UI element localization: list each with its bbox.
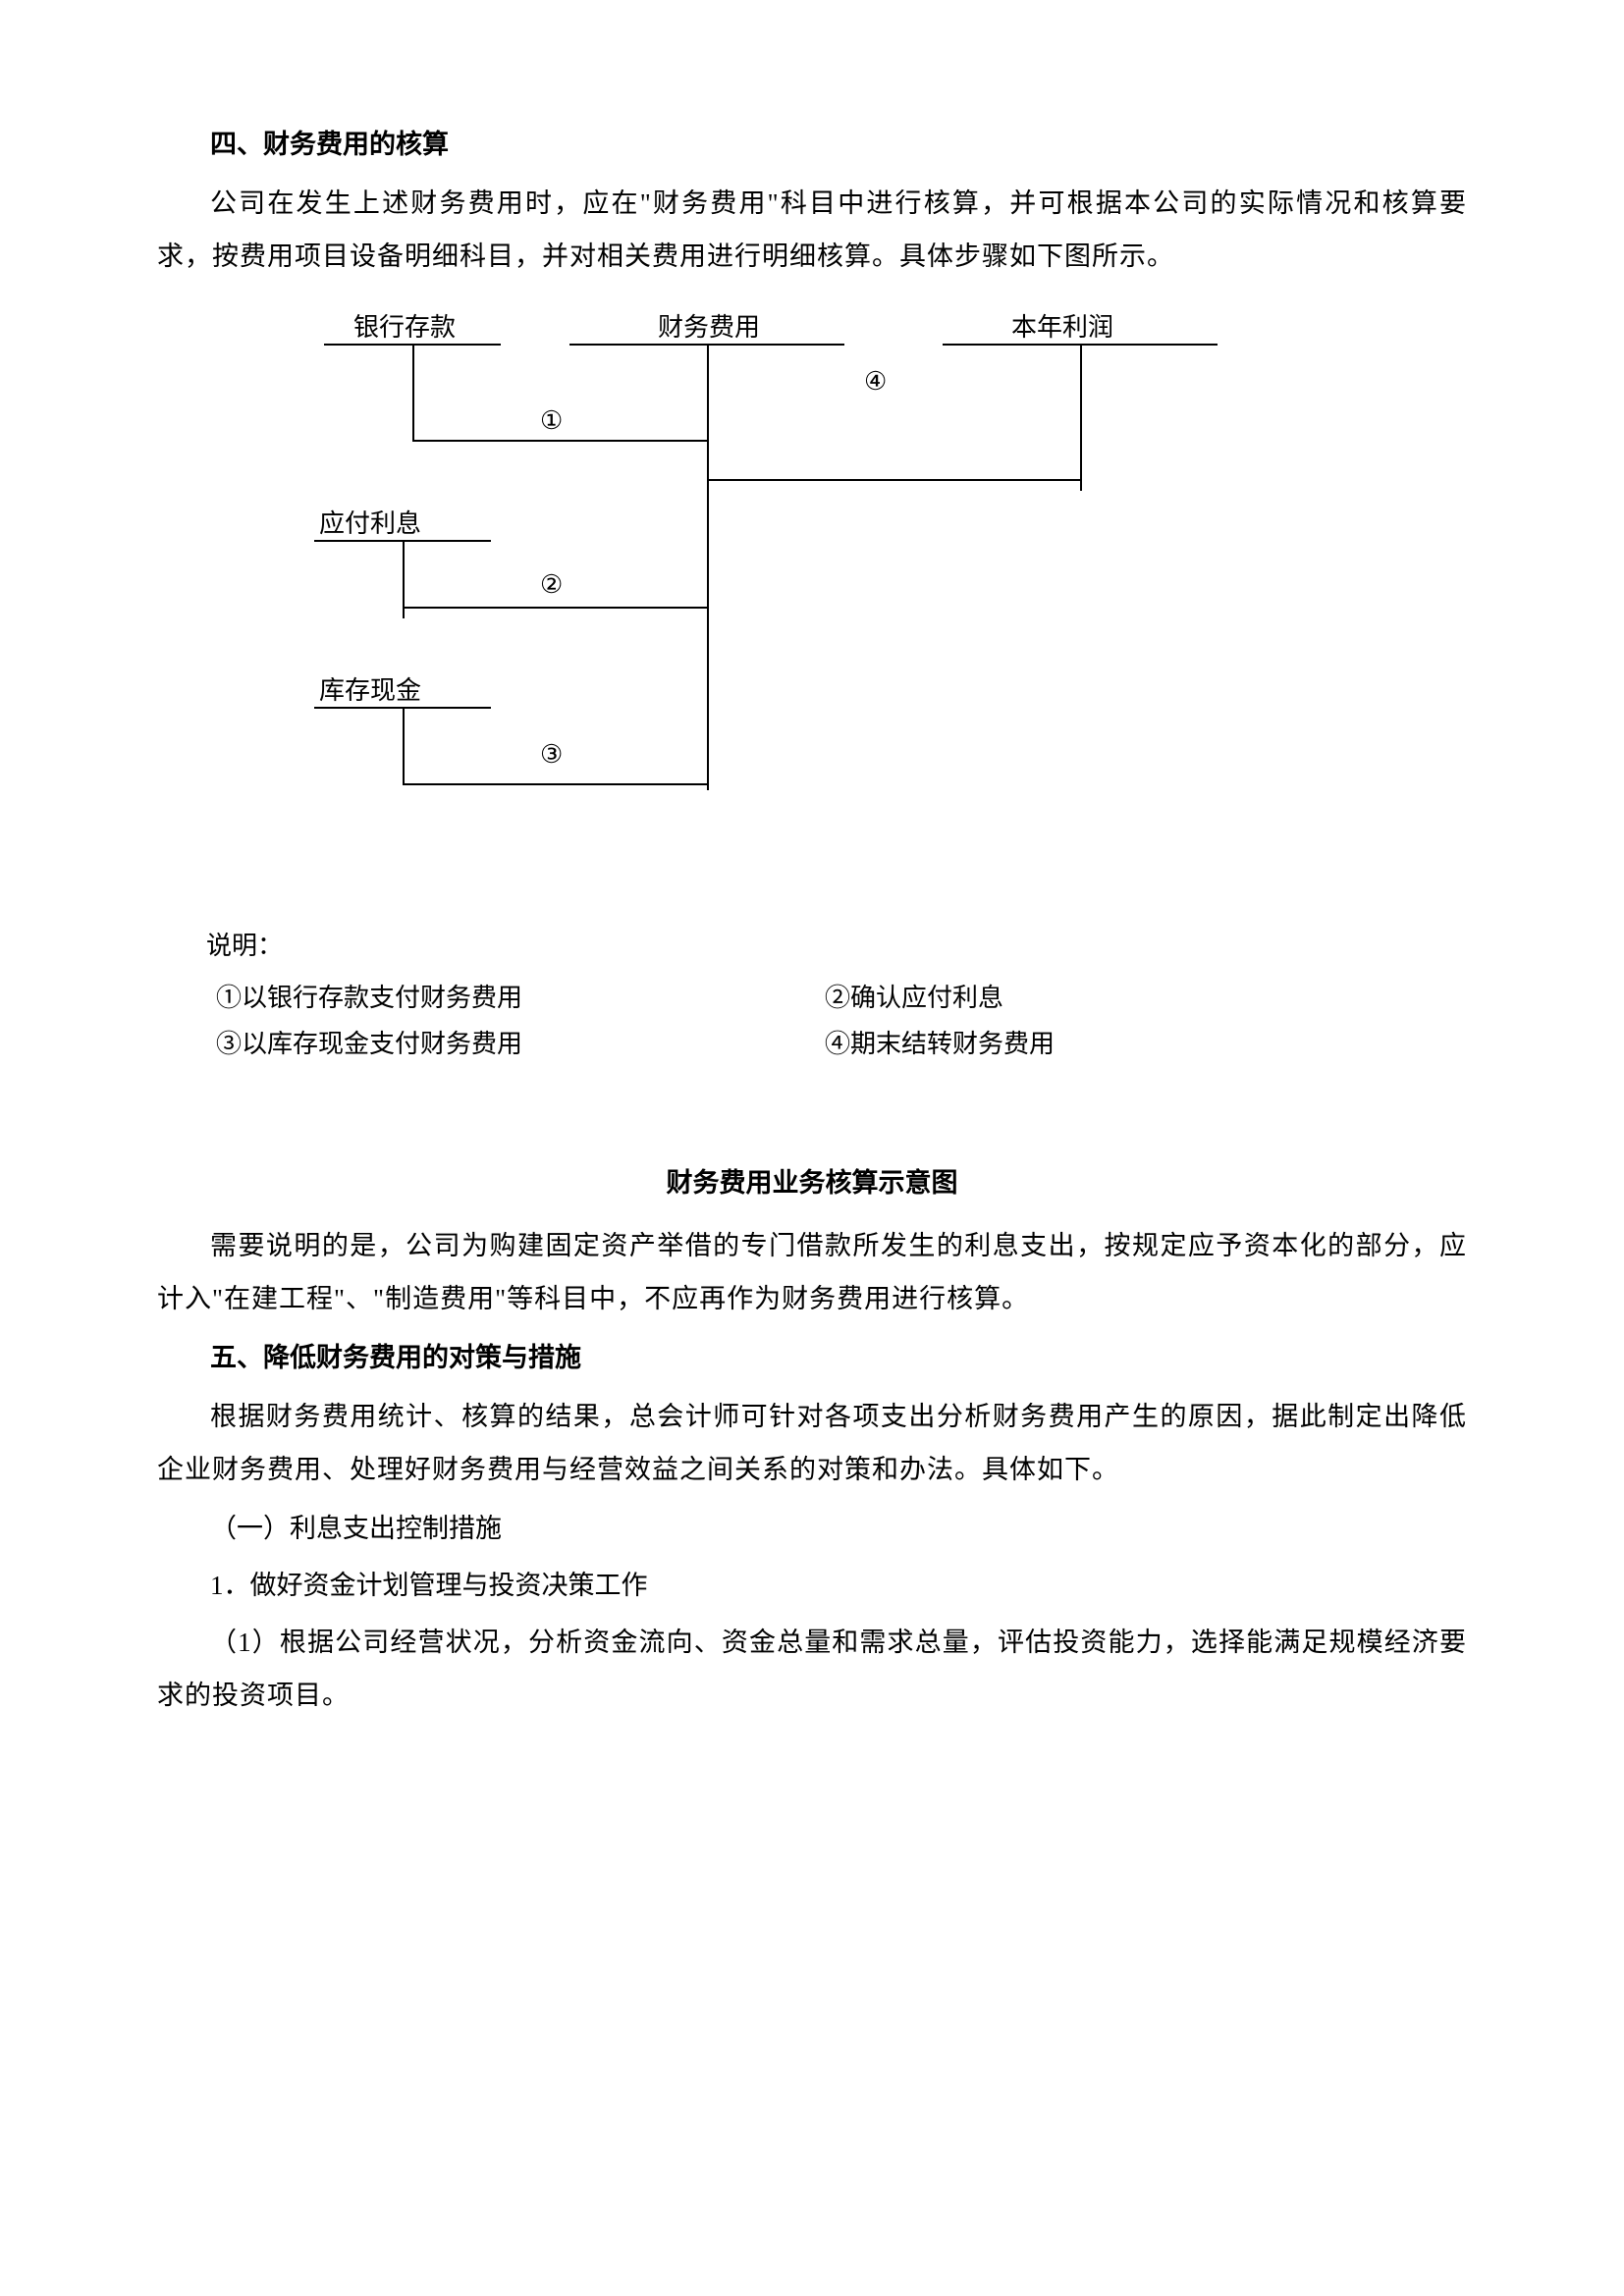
legend-title: 说明：: [206, 921, 1467, 972]
diagram-legend: 说明： ①以银行存款支付财务费用 ②确认应付利息 ③以库存现金支付财务费用 ④期…: [216, 921, 1467, 1068]
account-interest-label: 应付利息: [319, 499, 421, 550]
section-5-item-1: 1．做好资金计划管理与投资决策工作: [157, 1559, 1467, 1612]
line-4: [707, 479, 1080, 481]
account-finexp-label: 财务费用: [658, 302, 760, 353]
legend-item-1: ①以银行存款支付财务费用: [216, 976, 825, 1022]
section-5-heading: 五、降低财务费用的对策与措施: [157, 1331, 1467, 1384]
line-3: [403, 783, 707, 785]
mark-4: ④: [864, 356, 887, 407]
section-4-para-1: 公司在发生上述财务费用时，应在"财务费用"科目中进行核算，并可根据本公司的实际情…: [157, 177, 1467, 283]
para-after-diagram: 需要说明的是，公司为购建固定资产举借的专门借款所发生的利息支出，按规定应予资本化…: [157, 1219, 1467, 1325]
figure-title: 财务费用业务核算示意图: [157, 1156, 1467, 1209]
account-cash-label: 库存现金: [319, 666, 421, 717]
accounting-diagram: 银行存款 财务费用 本年利润 应付利息 库存现金 ① ② ③ ④: [157, 302, 1467, 911]
cash-vbar: [403, 707, 405, 785]
legend-item-3: ③以库存现金支付财务费用: [216, 1022, 825, 1068]
profit-vbar: [1080, 344, 1082, 491]
section-4-heading: 四、财务费用的核算: [157, 118, 1467, 171]
bank-vbar: [412, 344, 414, 442]
mark-2: ②: [540, 560, 563, 611]
section-5-sub-1: （一）利息支出控制措施: [157, 1502, 1467, 1555]
legend-item-2: ②确认应付利息: [825, 976, 1467, 1022]
mark-1: ①: [540, 396, 563, 447]
finexp-vbar: [707, 344, 709, 790]
section-5-item-1-1: （1）根据公司经营状况，分析资金流向、资金总量和需求总量，评估投资能力，选择能满…: [157, 1616, 1467, 1722]
account-bank-label: 银行存款: [353, 302, 456, 353]
legend-item-4: ④期末结转财务费用: [825, 1022, 1467, 1068]
mark-3: ③: [540, 729, 563, 780]
account-profit-label: 本年利润: [1011, 302, 1113, 353]
section-5-para-1: 根据财务费用统计、核算的结果，总会计师可针对各项支出分析财务费用产生的原因，据此…: [157, 1390, 1467, 1496]
